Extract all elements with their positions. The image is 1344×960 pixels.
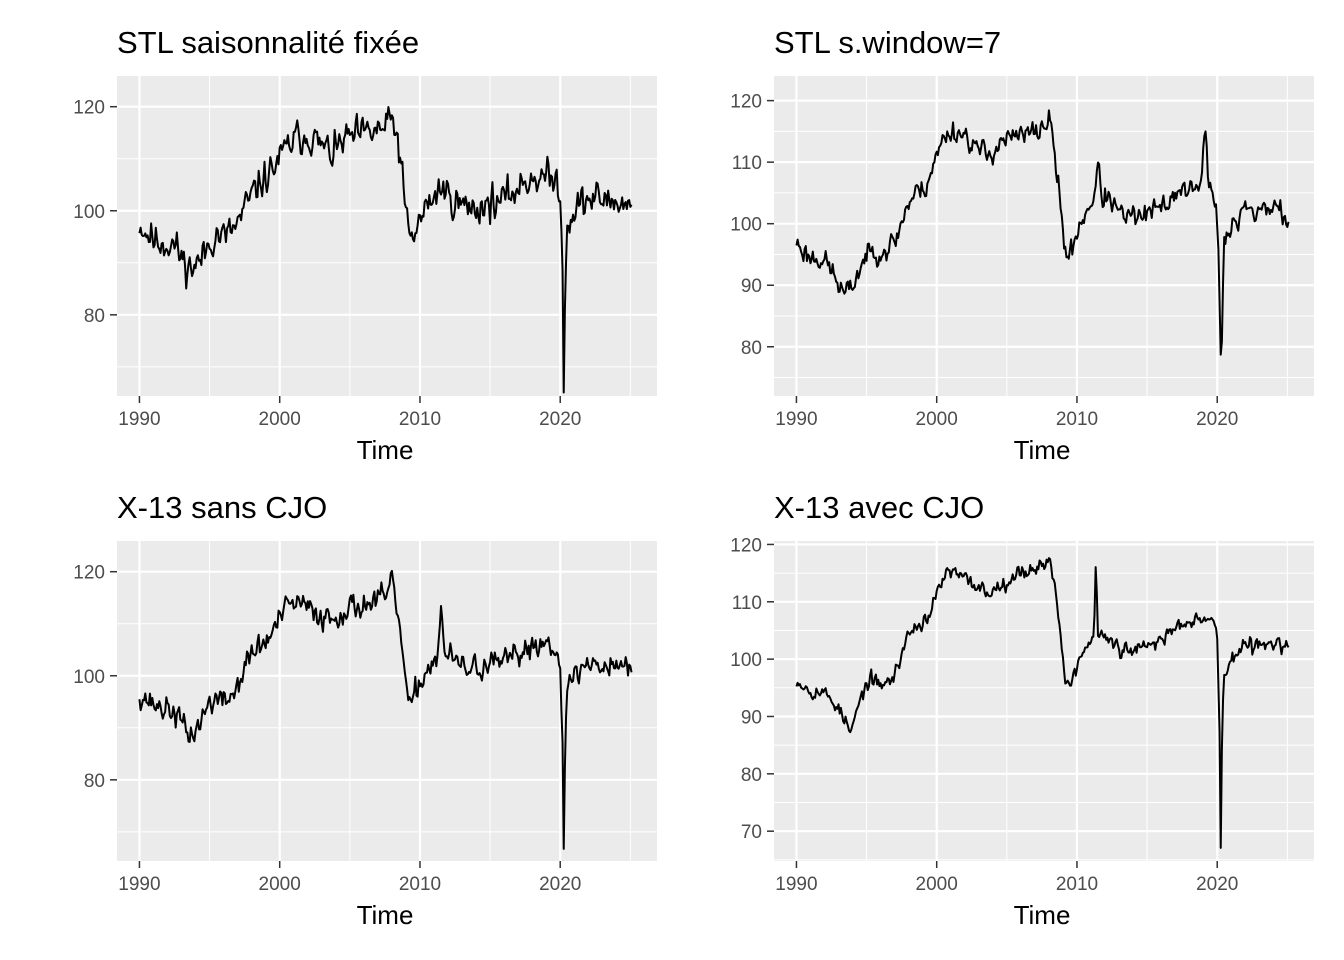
series-line xyxy=(795,557,1290,849)
series-line xyxy=(138,106,633,394)
y-tick-label: 120 xyxy=(730,535,762,556)
panel-background xyxy=(774,541,1314,861)
y-tick-label: 120 xyxy=(73,563,105,584)
chart-panel-stl-window7: 80 90 100 110 120 1990 2000 2010 2020 STL s.windo… xyxy=(730,25,1314,465)
x-axis-label: Time xyxy=(357,435,414,465)
y-tick-label: 100 xyxy=(73,202,105,223)
panel-background xyxy=(117,541,657,861)
x-axis-label: Time xyxy=(1014,900,1071,930)
x-tick-label: 2020 xyxy=(1196,874,1238,895)
chart-title: X-13 avec CJO xyxy=(774,490,984,525)
x-tick-label: 2010 xyxy=(1056,874,1098,895)
y-tick-label: 110 xyxy=(732,153,762,174)
y-tick-label: 110 xyxy=(732,593,762,614)
x-tick-label: 2010 xyxy=(399,874,441,895)
y-tick-label: 70 xyxy=(741,822,762,843)
x-tick-label: 1990 xyxy=(118,409,160,430)
x-tick-label: 2000 xyxy=(916,409,958,430)
y-tick-label: 120 xyxy=(730,92,762,113)
panel-background xyxy=(117,76,657,396)
chart-title: STL s.window=7 xyxy=(774,25,1001,60)
x-tick-label: 1990 xyxy=(118,874,160,895)
x-axis-label: Time xyxy=(357,900,414,930)
chart-title: X-13 sans CJO xyxy=(117,490,327,525)
x-tick-label: 2010 xyxy=(1056,409,1098,430)
y-tick-label: 100 xyxy=(730,650,762,671)
panel-background xyxy=(774,76,1314,396)
x-tick-label: 2020 xyxy=(539,409,581,430)
x-tick-label: 2000 xyxy=(259,409,301,430)
x-tick-label: 2020 xyxy=(539,874,581,895)
x-tick-label: 2000 xyxy=(916,874,958,895)
x-tick-label: 1990 xyxy=(775,874,817,895)
y-tick-label: 90 xyxy=(741,276,762,297)
chart-panel-x13-sans-cjo: 80 100 120 1990 2000 2010 2020 X-13 sans CJO Tim… xyxy=(73,490,657,930)
series-line xyxy=(138,569,633,850)
y-tick-label: 80 xyxy=(741,765,762,786)
y-tick-label: 100 xyxy=(730,215,762,236)
y-tick-label: 100 xyxy=(73,667,105,688)
x-tick-label: 1990 xyxy=(775,409,817,430)
x-tick-label: 2010 xyxy=(399,409,441,430)
y-tick-label: 80 xyxy=(741,338,762,359)
y-tick-label: 80 xyxy=(84,771,105,792)
x-axis-label: Time xyxy=(1014,435,1071,465)
x-tick-label: 2020 xyxy=(1196,409,1238,430)
y-tick-label: 120 xyxy=(73,98,105,119)
chart-panel-stl-fixed: 80 100 120 1990 2000 2010 2020 STL saisonnalité… xyxy=(73,25,657,465)
x-tick-label: 2000 xyxy=(259,874,301,895)
chart-title: STL saisonnalité fixée xyxy=(117,25,419,60)
series-line xyxy=(795,109,1290,356)
y-tick-label: 90 xyxy=(741,707,762,728)
y-tick-label: 80 xyxy=(84,306,105,327)
chart-panel-x13-avec-cjo: 70 80 90 100 110 120 1990 2000 2010 2020 X-13 avec… xyxy=(730,490,1314,930)
